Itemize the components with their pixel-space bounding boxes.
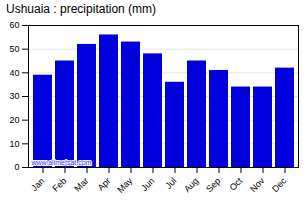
svg-text:10: 10 [9,139,19,149]
svg-text:Oct: Oct [227,175,244,192]
svg-text:www.allmetsat.com: www.allmetsat.com [31,159,92,166]
svg-text:20: 20 [9,115,19,125]
svg-text:Nov: Nov [248,175,267,194]
svg-text:50: 50 [9,44,19,54]
html-text:Ushuaia : precipitation (mm): Ushuaia : precipitation (mm) [6,2,157,16]
svg-text:Aug: Aug [182,176,200,194]
svg-text:60: 60 [9,20,19,30]
svg-text:Jul: Jul [163,176,178,191]
svg-text:Dec: Dec [270,175,289,194]
svg-text:Feb: Feb [50,176,68,194]
svg-text:30: 30 [9,91,19,101]
svg-text:0: 0 [14,162,19,172]
svg-text:Jun: Jun [139,176,156,193]
svg-text:Mar: Mar [72,176,90,194]
svg-text:Sep: Sep [204,176,222,194]
svg-text:May: May [115,175,134,194]
svg-text:Jan: Jan [29,176,46,193]
svg-text:Apr: Apr [95,176,112,193]
svg-text:40: 40 [9,68,19,78]
